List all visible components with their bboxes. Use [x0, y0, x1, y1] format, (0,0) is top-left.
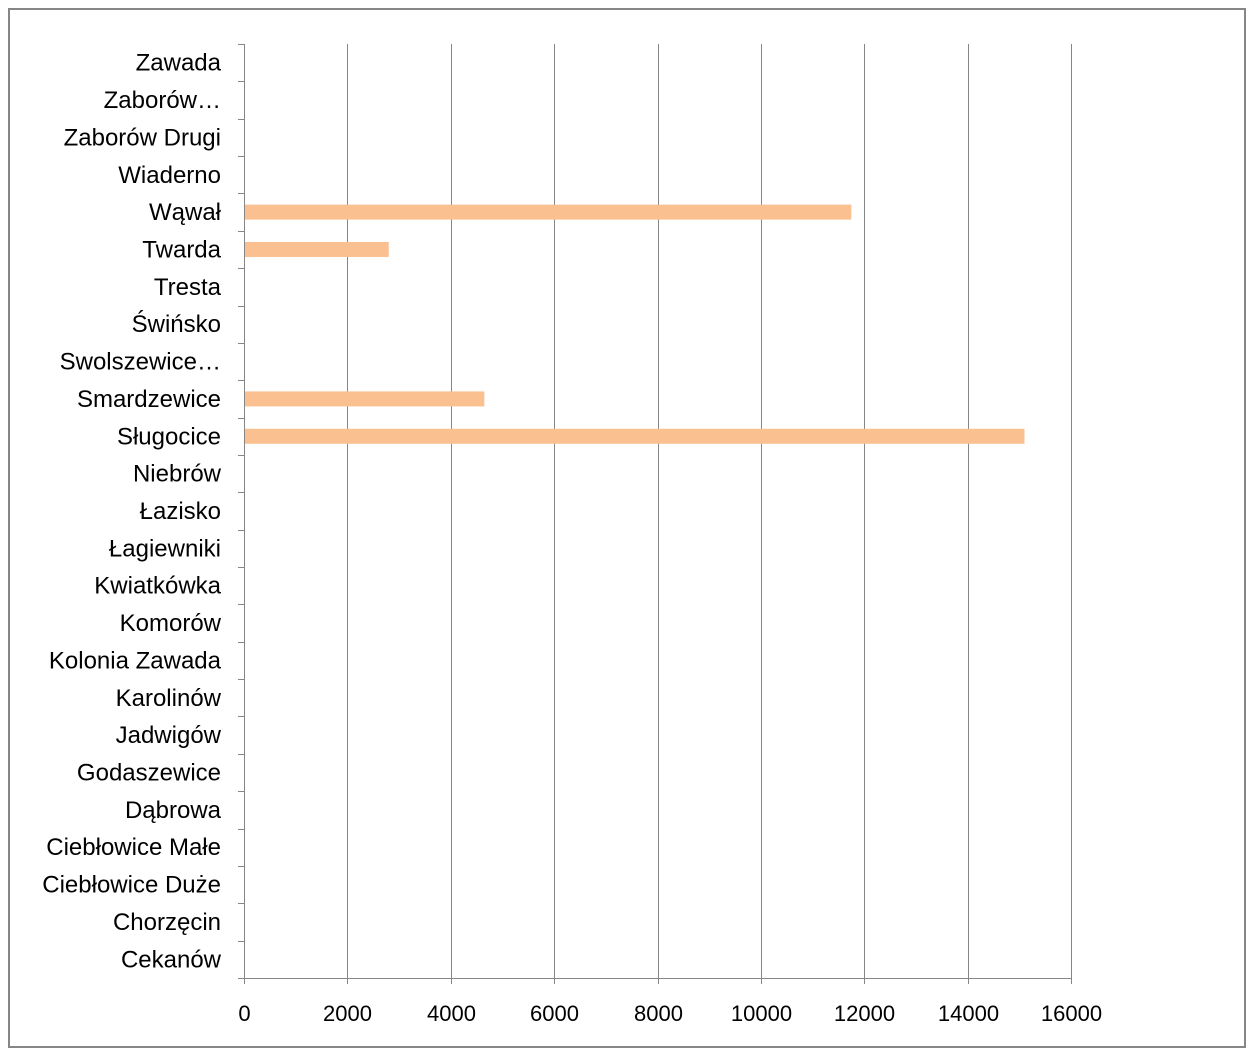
category-label: Godaszewice — [77, 760, 221, 787]
x-tick-label: 12000 — [834, 1001, 895, 1026]
bar — [245, 241, 389, 257]
category-label: Smardzewice — [77, 386, 221, 413]
category-label: Karolinów — [116, 685, 222, 712]
category-label: Zaborów… — [104, 87, 221, 114]
category-label: Zawada — [136, 50, 222, 77]
category-label: Świńsko — [132, 310, 221, 338]
chart-frame — [8, 8, 1246, 1048]
category-label: Ciebłowice Małe — [46, 834, 221, 861]
bar — [245, 204, 852, 220]
category-label: Swolszewice… — [60, 349, 221, 376]
x-tick-label: 8000 — [634, 1001, 683, 1026]
bar — [245, 391, 485, 407]
labels: 0 2000 4000 6000 8000 10000 12000 14000 16000 Cek… — [42, 50, 1102, 1026]
x-tick-label: 2000 — [323, 1001, 372, 1026]
bars — [245, 204, 1025, 444]
category-label: Chorzęcin — [113, 909, 221, 936]
x-tick-label: 0 — [238, 1001, 250, 1026]
category-label: Twarda — [142, 236, 221, 263]
category-label: Łagiewniki — [109, 535, 221, 562]
category-label: Komorów — [120, 610, 222, 637]
x-tick-label: 10000 — [731, 1001, 792, 1026]
gridlines — [347, 44, 1072, 978]
category-label: Kolonia Zawada — [49, 647, 222, 674]
x-tick-label: 14000 — [938, 1001, 999, 1026]
x-tick-label: 16000 — [1041, 1001, 1102, 1026]
bar — [245, 428, 1025, 444]
category-label: Łazisko — [140, 498, 221, 525]
category-label: Jadwigów — [116, 722, 222, 749]
category-label: Zaborów Drugi — [64, 124, 221, 151]
category-label: Wąwał — [149, 199, 222, 226]
category-label: Wiaderno — [118, 162, 221, 189]
category-label: Sługocice — [117, 423, 221, 450]
category-label: Kwiatkówka — [94, 573, 221, 600]
category-label: Niebrów — [133, 461, 222, 488]
category-label: Tresta — [154, 274, 222, 301]
category-label: Cekanów — [121, 946, 222, 973]
category-label: Dąbrowa — [125, 797, 222, 824]
x-tick-label: 6000 — [530, 1001, 579, 1026]
x-tick-label: 4000 — [427, 1001, 476, 1026]
category-label: Ciebłowice Duże — [42, 872, 221, 899]
axes — [238, 44, 1072, 984]
